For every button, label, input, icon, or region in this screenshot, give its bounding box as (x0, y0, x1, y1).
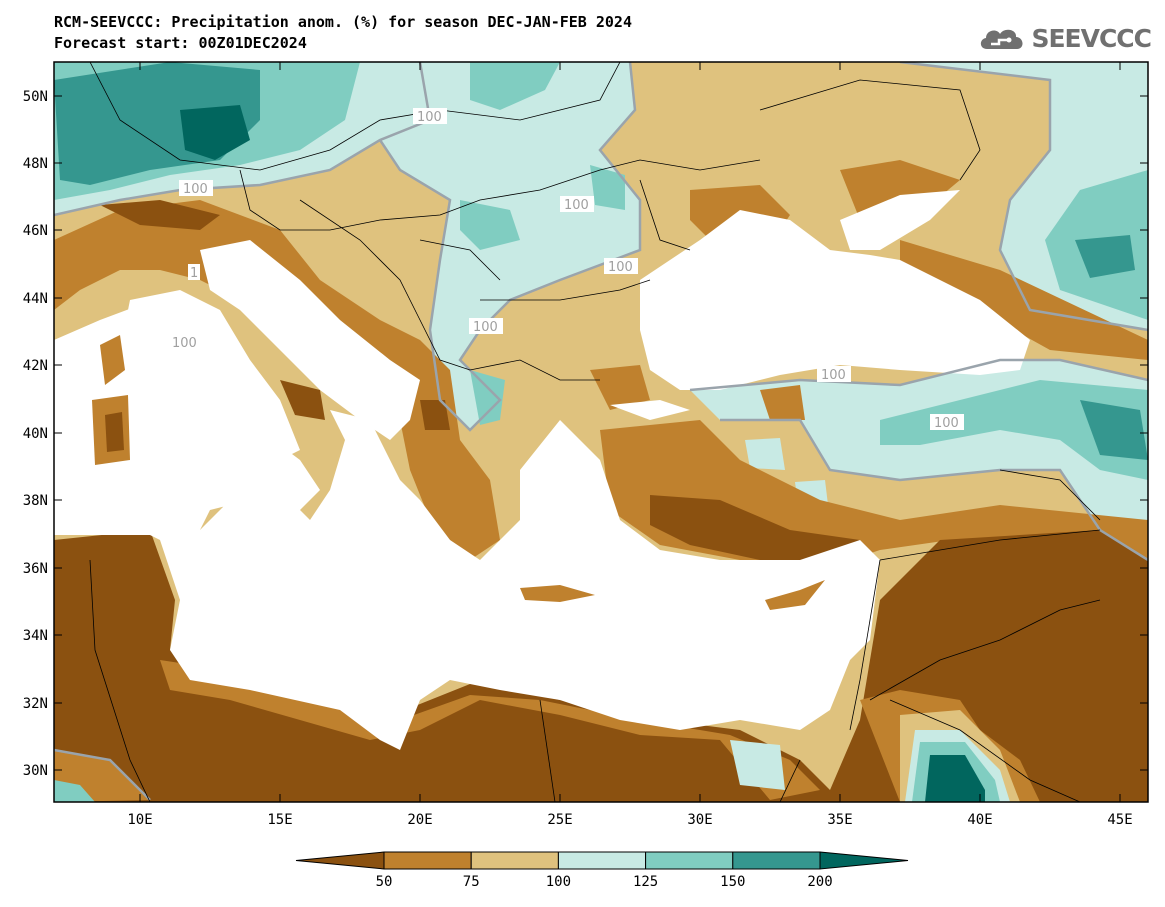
contour-label: 100 (934, 416, 959, 431)
mediterranean-sea (54, 305, 880, 750)
colorbar-box (732, 851, 821, 870)
tyrrhenian-sea (120, 290, 300, 470)
azov-sea (840, 190, 960, 250)
colorbar: 50 75 100 125 150 200 (295, 851, 909, 890)
contour-label: 100 (183, 182, 208, 197)
lat-tick-label: 32N (23, 696, 48, 712)
lat-tick-label: 40N (23, 426, 48, 442)
map-frame (53, 61, 1149, 803)
contour-labels: 100 100 100 100 100 100 100 100 1 (168, 108, 964, 431)
lon-tick-label: 30E (687, 812, 712, 828)
anomaly-zone-50-75 (760, 385, 805, 420)
anomaly-zone-max (180, 105, 250, 160)
colorbar-high-extend (819, 851, 909, 870)
anomaly-zone-50-75 (590, 365, 650, 410)
lat-tick-label: 38N (23, 493, 48, 509)
corsica-island (100, 335, 125, 385)
adriatic-sea (200, 240, 420, 440)
seevccc-logo: SEEVCCC (977, 22, 1152, 54)
contour-label: 100 (608, 260, 633, 275)
lon-tick-label: 20E (407, 812, 432, 828)
contour-label: 1 (190, 266, 198, 281)
anomaly-zone-below-50 (420, 400, 450, 430)
lon-tick-label: 15E (267, 812, 292, 828)
lat-tick-label: 48N (23, 156, 48, 172)
lon-tick-label: 35E (827, 812, 852, 828)
anomaly-zone-125 (730, 740, 785, 790)
lon-tick-label: 45E (1107, 812, 1132, 828)
lat-tick-label: 44N (23, 291, 48, 307)
anomaly-zone-200 (1080, 400, 1148, 460)
colorbar-tick-label: 100 (546, 874, 571, 890)
lat-tick-label: 50N (23, 89, 48, 105)
cyprus-island (765, 580, 825, 610)
colorbar-tick-label: 200 (807, 874, 832, 890)
forecast-start-label: Forecast start: 00Z01DEC2024 (54, 34, 307, 52)
anomaly-zone-150 (470, 370, 505, 425)
anomaly-zone-150 (54, 780, 95, 802)
cloud-logo-icon (981, 29, 1023, 49)
contour-label: 100 (564, 198, 589, 213)
map-title: RCM-SEEVCCC: Precipitation anom. (%) for… (54, 13, 632, 31)
contour-100 (54, 62, 1148, 801)
colorbar-tick-label: 125 (633, 874, 658, 890)
colorbar-box (645, 851, 734, 870)
logo-text: SEEVCCC (1031, 23, 1152, 53)
colorbar-box (557, 851, 647, 870)
lon-tick-label: 40E (967, 812, 992, 828)
contour-label: 100 (172, 336, 197, 351)
black-sea (640, 210, 1030, 390)
anomaly-zone-150 (460, 200, 520, 250)
lat-tick-label: 36N (23, 561, 48, 577)
anomaly-zone-below-50 (650, 495, 860, 560)
anomaly-zone-max (925, 755, 985, 802)
contour-label: 100 (821, 368, 846, 383)
anomaly-zone-150 (590, 165, 625, 210)
lat-tick-label: 42N (23, 358, 48, 374)
anomaly-zone-125 (745, 438, 785, 470)
lon-tick-label: 10E (127, 812, 152, 828)
colorbar-low-extend (295, 851, 385, 870)
country-borders (89, 62, 1101, 802)
anomaly-zone-125 (380, 62, 640, 430)
colorbar-tick-label: 75 (463, 874, 480, 890)
anomaly-zone-below-50 (280, 380, 325, 420)
lon-tick-label: 25E (547, 812, 572, 828)
map-field (54, 62, 1148, 802)
colorbar-box (383, 851, 472, 870)
marmara-sea (610, 400, 690, 420)
sardinia-island-core (105, 412, 124, 452)
colorbar-tick-label: 50 (376, 874, 393, 890)
lat-tick-label: 46N (23, 223, 48, 239)
anomaly-zone-below-50 (100, 200, 220, 230)
contour-label: 100 (473, 320, 498, 335)
contour-label: 100 (417, 110, 442, 125)
colorbar-tick-label: 150 (720, 874, 745, 890)
anomaly-zone-200 (1075, 235, 1135, 278)
map-axes: 10E 15E 20E 25E 30E 35E 40E 45E 30N 32N 34N 36N 38N 4… (23, 62, 1148, 828)
lat-tick-label: 34N (23, 628, 48, 644)
colorbar-box (470, 851, 559, 870)
crete-island (520, 585, 595, 602)
lat-tick-label: 30N (23, 763, 48, 779)
anomaly-zone-150 (470, 62, 560, 110)
anomaly-zone-150 (880, 380, 1148, 480)
